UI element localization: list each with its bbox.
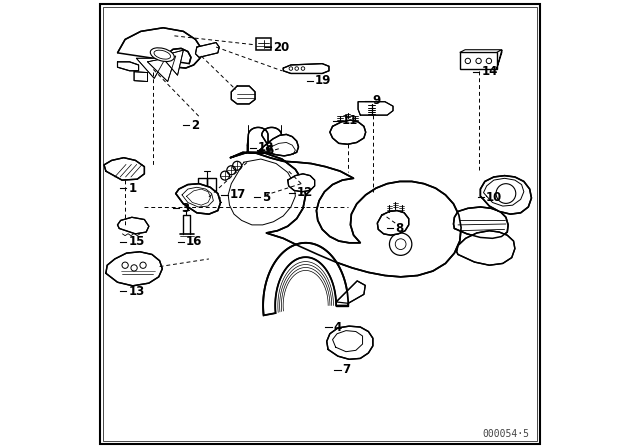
Text: 2: 2 — [191, 119, 199, 132]
Text: 17: 17 — [230, 188, 246, 202]
Text: 5: 5 — [262, 190, 270, 204]
Polygon shape — [284, 64, 329, 73]
Text: 11: 11 — [342, 114, 358, 128]
Text: 13: 13 — [128, 284, 145, 298]
Text: 8: 8 — [396, 222, 403, 235]
Circle shape — [233, 161, 242, 170]
Circle shape — [140, 262, 146, 268]
Text: 6: 6 — [266, 143, 273, 157]
Polygon shape — [460, 50, 502, 52]
Polygon shape — [230, 152, 461, 277]
Circle shape — [396, 239, 406, 250]
Polygon shape — [161, 50, 184, 75]
Text: 10: 10 — [486, 190, 502, 204]
Polygon shape — [118, 28, 202, 68]
Polygon shape — [330, 120, 365, 144]
Circle shape — [122, 262, 128, 268]
Polygon shape — [231, 86, 255, 104]
Polygon shape — [288, 174, 315, 192]
FancyBboxPatch shape — [257, 38, 271, 50]
Circle shape — [301, 67, 305, 70]
Text: 1: 1 — [128, 181, 136, 195]
Polygon shape — [104, 158, 145, 180]
Text: 9: 9 — [373, 94, 381, 108]
Polygon shape — [358, 102, 393, 115]
Polygon shape — [460, 52, 497, 69]
Polygon shape — [118, 217, 149, 234]
Circle shape — [227, 166, 236, 175]
Polygon shape — [148, 56, 176, 82]
Polygon shape — [258, 134, 298, 156]
Polygon shape — [378, 211, 409, 235]
Circle shape — [289, 67, 292, 70]
Text: 20: 20 — [273, 40, 289, 54]
Text: 16: 16 — [186, 235, 202, 249]
Polygon shape — [136, 58, 165, 78]
Circle shape — [496, 184, 516, 203]
Ellipse shape — [154, 50, 171, 59]
Polygon shape — [327, 326, 373, 359]
Text: 14: 14 — [481, 65, 498, 78]
Polygon shape — [106, 252, 163, 286]
Text: 12: 12 — [297, 186, 313, 199]
Circle shape — [476, 58, 481, 64]
Polygon shape — [195, 43, 220, 57]
Polygon shape — [336, 281, 365, 303]
Polygon shape — [457, 231, 515, 265]
Polygon shape — [497, 50, 502, 69]
Text: 3: 3 — [181, 202, 189, 215]
Text: 4: 4 — [333, 320, 342, 334]
Text: 000054·5: 000054·5 — [483, 429, 529, 439]
Polygon shape — [454, 207, 508, 238]
Text: 15: 15 — [128, 235, 145, 249]
Text: 19: 19 — [315, 74, 331, 87]
Polygon shape — [248, 127, 282, 152]
Circle shape — [390, 233, 412, 255]
Circle shape — [131, 265, 137, 271]
Circle shape — [221, 171, 230, 180]
Polygon shape — [176, 184, 221, 214]
Circle shape — [486, 58, 492, 64]
Polygon shape — [134, 72, 148, 82]
Circle shape — [295, 67, 298, 70]
Polygon shape — [118, 62, 139, 71]
Circle shape — [465, 58, 470, 64]
Text: 18: 18 — [258, 141, 275, 155]
Polygon shape — [481, 176, 531, 214]
Text: 7: 7 — [342, 363, 351, 376]
Polygon shape — [263, 243, 348, 315]
Ellipse shape — [150, 48, 174, 61]
